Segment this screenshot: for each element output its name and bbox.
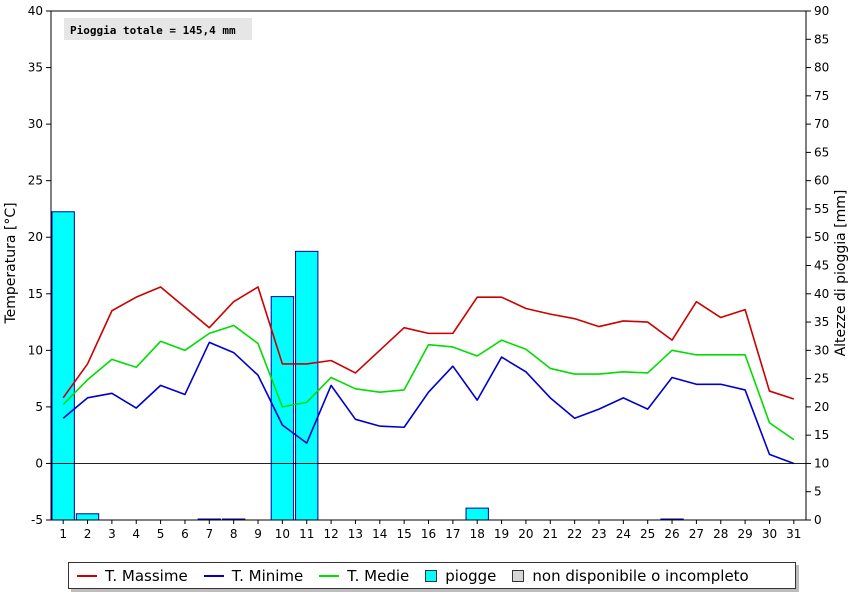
y-axis-left-label: Temperatura [°C]	[3, 202, 19, 324]
legend-swatch-piogge	[425, 569, 438, 582]
legend-label-t-medie: T. Medie	[347, 566, 410, 585]
x-tick-label: 19	[494, 527, 509, 541]
y-right-tick-label: 45	[814, 259, 829, 273]
y-right-tick-label: 50	[814, 230, 829, 244]
legend-item-t-medie: T. Medie	[319, 567, 409, 585]
y-right-tick-label: 40	[814, 287, 829, 301]
y-left-tick-label: -5	[31, 513, 43, 527]
rain-total-annotation: Pioggia totale = 145,4 mm	[70, 24, 236, 37]
y-right-tick-label: 35	[814, 315, 829, 329]
x-tick-label: 20	[518, 527, 533, 541]
x-tick-label: 22	[567, 527, 582, 541]
legend-label-t-minime: T. Minime	[231, 566, 304, 585]
legend-label-missing: non disponibile o incompleto	[532, 566, 749, 585]
y-right-tick-label: 90	[814, 4, 829, 18]
x-tick-label: 30	[762, 527, 777, 541]
y-left-tick-label: 30	[28, 117, 43, 131]
x-tick-label: 12	[323, 527, 338, 541]
x-tick-label: 25	[640, 527, 655, 541]
y-left-tick-label: 40	[28, 4, 43, 18]
y-right-tick-label: 60	[814, 174, 829, 188]
y-right-tick-label: 85	[814, 32, 829, 46]
legend-swatch-t-minime	[203, 574, 224, 577]
y-left-tick-label: 5	[35, 400, 43, 414]
rain-bar-day-11	[295, 250, 319, 521]
x-tick-label: 1	[59, 527, 67, 541]
x-tick-label: 5	[157, 527, 165, 541]
x-tick-label: 8	[230, 527, 238, 541]
chart: -505101520253035400510152025303540455055…	[3, 4, 849, 541]
series-line-t-medie	[62, 324, 795, 441]
y-left-tick-label: 25	[28, 174, 43, 188]
y-right-tick-label: 15	[814, 428, 829, 442]
x-tick-label: 18	[470, 527, 485, 541]
legend-item-missing: non disponibile o incompleto	[512, 566, 749, 585]
x-tick-label: 7	[205, 527, 213, 541]
rain-bar-day-2	[75, 513, 100, 521]
x-tick-label: 10	[275, 527, 290, 541]
y-right-tick-label: 55	[814, 202, 829, 216]
axes: -505101520253035400510152025303540455055…	[28, 4, 830, 541]
rain-bar-day-18	[465, 507, 489, 521]
x-tick-label: 13	[348, 527, 363, 541]
legend: T. Massime T. Minime T. Medie piogge non…	[68, 562, 796, 589]
y-right-tick-label: 25	[814, 372, 829, 386]
x-tick-label: 11	[299, 527, 314, 541]
rain-bar-day-1	[51, 211, 75, 521]
legend-item-t-minime: T. Minime	[203, 566, 304, 585]
rain-bars	[51, 211, 684, 521]
x-tick-label: 23	[591, 527, 606, 541]
y-right-tick-label: 65	[814, 145, 829, 159]
x-tick-label: 9	[254, 527, 262, 541]
y-left-tick-label: 15	[28, 287, 43, 301]
y-right-tick-label: 5	[814, 485, 822, 499]
series-line-t-minime	[62, 341, 795, 465]
y-right-tick-label: 75	[814, 89, 829, 103]
y-right-tick-label: 30	[814, 343, 829, 357]
y-axis-right-label: Altezze di pioggia [mm]	[833, 190, 849, 357]
legend-label-piogge: piogge	[445, 566, 497, 585]
legend-item-piogge: piogge	[425, 567, 496, 585]
x-tick-label: 28	[713, 527, 728, 541]
x-tick-label: 3	[108, 527, 116, 541]
x-tick-label: 14	[372, 527, 387, 541]
y-left-tick-label: 20	[28, 230, 43, 244]
x-tick-label: 6	[181, 527, 189, 541]
x-tick-label: 26	[664, 527, 679, 541]
legend-swatch-missing	[512, 569, 525, 582]
x-tick-label: 31	[786, 527, 801, 541]
rain-total-annotation-box: Pioggia totale = 145,4 mm	[64, 18, 252, 40]
x-tick-label: 29	[737, 527, 752, 541]
plot-frame	[50, 10, 807, 521]
y-right-tick-label: 80	[814, 61, 829, 75]
y-right-tick-label: 10	[814, 456, 829, 470]
y-left-tick-label: 0	[35, 456, 43, 470]
series-line-t-massime	[62, 286, 795, 400]
y-right-tick-label: 20	[814, 400, 829, 414]
y-right-tick-label: 70	[814, 117, 829, 131]
x-tick-label: 24	[616, 527, 631, 541]
x-tick-label: 17	[445, 527, 460, 541]
x-tick-label: 4	[132, 527, 140, 541]
legend-swatch-t-massime	[77, 574, 97, 577]
x-tick-label: 15	[397, 527, 412, 541]
legend-swatch-t-medie	[319, 574, 340, 577]
legend-label-t-massime: T. Massime	[105, 566, 188, 585]
legend-item-t-massime: T. Massime	[77, 567, 188, 585]
y-right-tick-label: 0	[814, 513, 822, 527]
temperature-lines	[62, 286, 795, 465]
x-tick-label: 2	[84, 527, 92, 541]
y-left-tick-label: 10	[28, 343, 43, 357]
y-left-tick-label: 35	[28, 61, 43, 75]
x-tick-label: 21	[543, 527, 558, 541]
x-tick-label: 27	[689, 527, 704, 541]
x-tick-label: 16	[421, 527, 436, 541]
